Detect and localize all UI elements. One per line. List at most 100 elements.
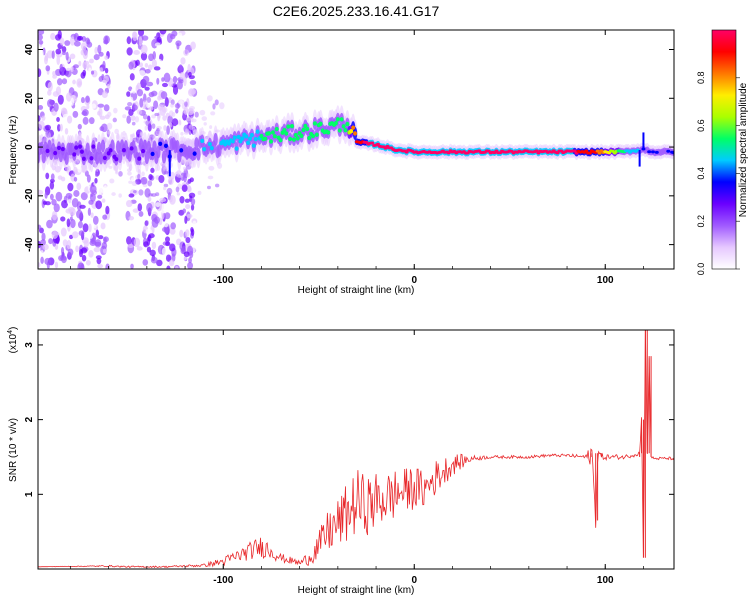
spectrogram-noise-cell [126, 236, 132, 245]
spectrogram-noise-cell [125, 199, 133, 208]
spectrogram-noise-cell [148, 53, 154, 62]
spectrogram-noise-cell [101, 91, 108, 99]
spectrogram-ridge-core [158, 141, 163, 146]
spectrogram-noise-cell [154, 112, 160, 117]
spectrogram-noise-cell [164, 212, 171, 220]
spectrogram-noise-cell [100, 222, 106, 230]
spectrogram-ridge-core [335, 117, 340, 122]
spectrogram-ridge-core [312, 121, 317, 126]
spectrogram-noise-cell [51, 210, 58, 221]
spectrogram-noise-cell [142, 183, 148, 188]
spectrogram-noise-cell [62, 239, 68, 247]
spectrogram-noise-cell [45, 65, 51, 72]
spectrogram-noise-cell [132, 102, 136, 107]
spectrogram-noise-cell [148, 193, 154, 197]
spectrogram-noise-cell [60, 216, 66, 222]
spectrogram-ridge-body [161, 150, 167, 164]
spectrogram-noise-cell [126, 36, 132, 45]
spectrogram-noise-cell [68, 123, 74, 133]
spectrogram-noise-cell [69, 216, 73, 221]
snr-plot-area [38, 330, 674, 569]
spectrogram-noise-cell [209, 125, 213, 130]
spectrogram-ridge-core [311, 133, 316, 139]
spectrogram-noise-cell [69, 53, 76, 60]
spectrogram-noise-cell [192, 220, 197, 229]
spectrogram-y-tick-label: 0 [24, 144, 35, 150]
spectrogram-ridge-body [64, 152, 69, 166]
spectrogram-noise-cell [44, 192, 48, 199]
spectrogram-ridge-core [333, 120, 338, 126]
spectrogram-noise-cell [111, 192, 116, 196]
spectrogram-noise-cell [126, 115, 132, 124]
spectrogram-ridge-core [404, 150, 409, 154]
spectrogram-noise-cell [137, 203, 143, 212]
spectrogram-noise-cell [65, 51, 69, 61]
spectrogram-noise-cell [77, 221, 83, 229]
spectrogram-ridge-core [353, 131, 358, 136]
spectrogram-noise-cell [180, 247, 185, 252]
spectrogram-noise-cell [153, 100, 159, 110]
spectrogram-noise-cell [38, 262, 41, 268]
spectrogram-noise-cell [88, 223, 92, 233]
spectrogram-noise-cell [160, 91, 168, 100]
spectrogram-noise-cell [83, 240, 89, 248]
spectrogram-noise-cell [144, 125, 148, 131]
spectrogram-ridge-core [305, 126, 310, 132]
spectrogram-noise-cell [102, 214, 108, 220]
spectrogram-noise-cell [152, 71, 156, 81]
spectrogram-noise-cell [138, 36, 143, 47]
spectrogram-noise-cell [159, 197, 167, 203]
spectrogram-ridge-core [81, 156, 86, 161]
spectrogram-noise-cell [170, 103, 174, 108]
spectrogram-noise-cell [51, 50, 55, 60]
spectrogram-noise-cell [80, 72, 86, 79]
spectrogram-noise-cell [168, 122, 173, 128]
spectrogram-noise-cell [74, 40, 81, 47]
spectrogram-noise-cell [169, 227, 176, 235]
spectrogram-noise-cell [57, 94, 64, 105]
spectrogram-ridge-core [91, 144, 96, 149]
spectrogram-noise-cell [89, 239, 97, 246]
spectrogram-noise-cell [66, 218, 71, 228]
svg-text:(x104): (x104) [7, 327, 19, 354]
spectrogram-noise-cell [109, 178, 115, 184]
spectrogram-noise-cell [112, 117, 117, 123]
spectrogram-ridge-body [175, 139, 180, 153]
spectrogram-ridge-core [259, 133, 264, 139]
spectrogram-noise-cell [151, 90, 158, 97]
spectrogram-noise-cell [90, 212, 94, 218]
spectrogram-noise-cell [61, 199, 68, 209]
spectrogram-noise-cell [161, 227, 169, 233]
spectrogram-ridge-core [108, 148, 113, 153]
spectrogram-noise-cell [73, 176, 78, 182]
spectrogram-ridge-core [314, 132, 319, 137]
spectrogram-noise-cell [166, 33, 173, 43]
snr-scale-suffix: ) [8, 327, 19, 330]
spectrogram-noise-cell [69, 36, 76, 46]
spectrogram-noise-cell [190, 227, 194, 233]
spectrogram-noise-cell [189, 88, 197, 95]
spectrogram-noise-cell [72, 110, 79, 118]
spectrogram-ridge-core [299, 133, 304, 139]
spectrogram-noise-cell [150, 167, 155, 174]
spectrogram-noise-cell [41, 232, 46, 241]
spectrogram-noise-cell [41, 115, 46, 121]
spectrogram-marks [38, 30, 674, 269]
spectrogram-noise-cell [180, 221, 185, 230]
spectrogram-noise-cell [156, 259, 163, 267]
spectrogram-noise-cell [55, 191, 63, 202]
spectrogram-noise-cell [66, 199, 73, 205]
spectrogram-noise-cell [168, 259, 175, 267]
spectrogram-noise-cell [107, 111, 112, 117]
spectrogram-ridge-core [337, 128, 342, 133]
spectrogram-noise-cell [163, 72, 171, 83]
spectrogram-noise-cell [54, 165, 61, 173]
spectrogram-ridge-core [240, 136, 245, 141]
spectrogram-noise-cell [132, 31, 138, 42]
spectrogram-ridge-core [446, 151, 451, 155]
spectrogram-ridge-core [307, 135, 312, 141]
spectrogram-noise-cell [153, 66, 161, 71]
spectrogram-noise-cell [95, 255, 102, 260]
spectrogram-ridge-core [78, 144, 83, 149]
spectrogram-noise-cell [154, 42, 161, 47]
